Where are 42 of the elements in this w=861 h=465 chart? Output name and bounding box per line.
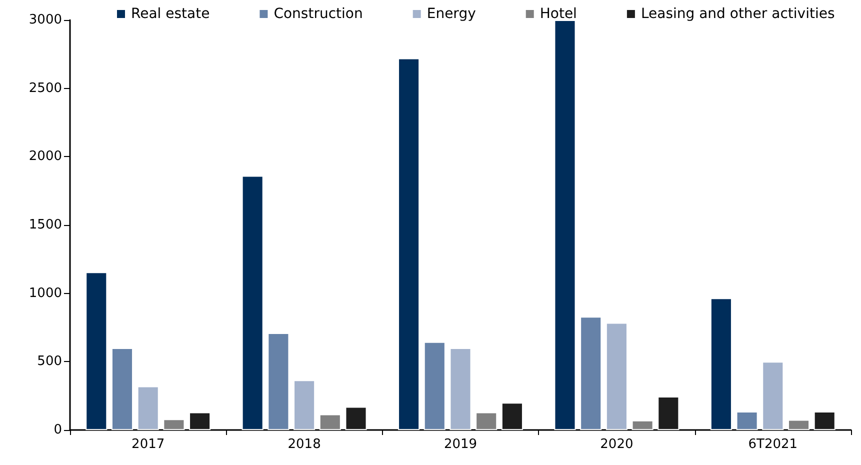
- bar: [86, 272, 108, 430]
- legend-label: Hotel: [540, 6, 577, 22]
- bar: [294, 380, 316, 430]
- y-tick-label: 1500: [28, 218, 62, 232]
- bar: [501, 402, 523, 430]
- bar: [398, 58, 420, 430]
- bar: [788, 420, 810, 430]
- bar: [424, 342, 446, 430]
- y-tick-label: 1000: [28, 286, 62, 301]
- x-tick-label: 2018: [288, 437, 321, 452]
- bar: [580, 316, 602, 430]
- bar: [710, 298, 732, 430]
- bar: [163, 419, 185, 430]
- y-tick-label: 3000: [28, 12, 62, 28]
- bar: [554, 20, 576, 430]
- legend-label: Energy: [426, 6, 476, 22]
- bar: [189, 412, 211, 430]
- bar: [345, 406, 367, 430]
- bar: [137, 386, 159, 430]
- bar: [476, 412, 498, 430]
- bar: [268, 332, 290, 430]
- bar: [632, 420, 654, 430]
- legend-label: Real estate: [131, 6, 210, 22]
- bar: [242, 176, 264, 430]
- y-tick-label: 2500: [28, 80, 62, 96]
- bar: [736, 412, 758, 430]
- bar: [319, 414, 341, 430]
- bar: [606, 322, 628, 430]
- bar: [111, 348, 134, 430]
- legend-label: Leasing and other activities: [640, 6, 835, 22]
- x-tick-label: 2017: [132, 437, 165, 452]
- y-tick-label: 500: [37, 354, 62, 370]
- bar: [762, 362, 784, 430]
- bar: [658, 396, 680, 430]
- x-tick-label: 6T2021: [748, 437, 798, 452]
- legend-label: Construction: [274, 6, 363, 22]
- bar: [450, 348, 472, 430]
- x-tick-label: 2019: [444, 437, 478, 452]
- x-tick-label: 2020: [600, 437, 634, 452]
- y-tick-label: 2000: [28, 149, 62, 164]
- bar: [814, 412, 836, 430]
- y-tick-label: 0: [54, 422, 62, 438]
